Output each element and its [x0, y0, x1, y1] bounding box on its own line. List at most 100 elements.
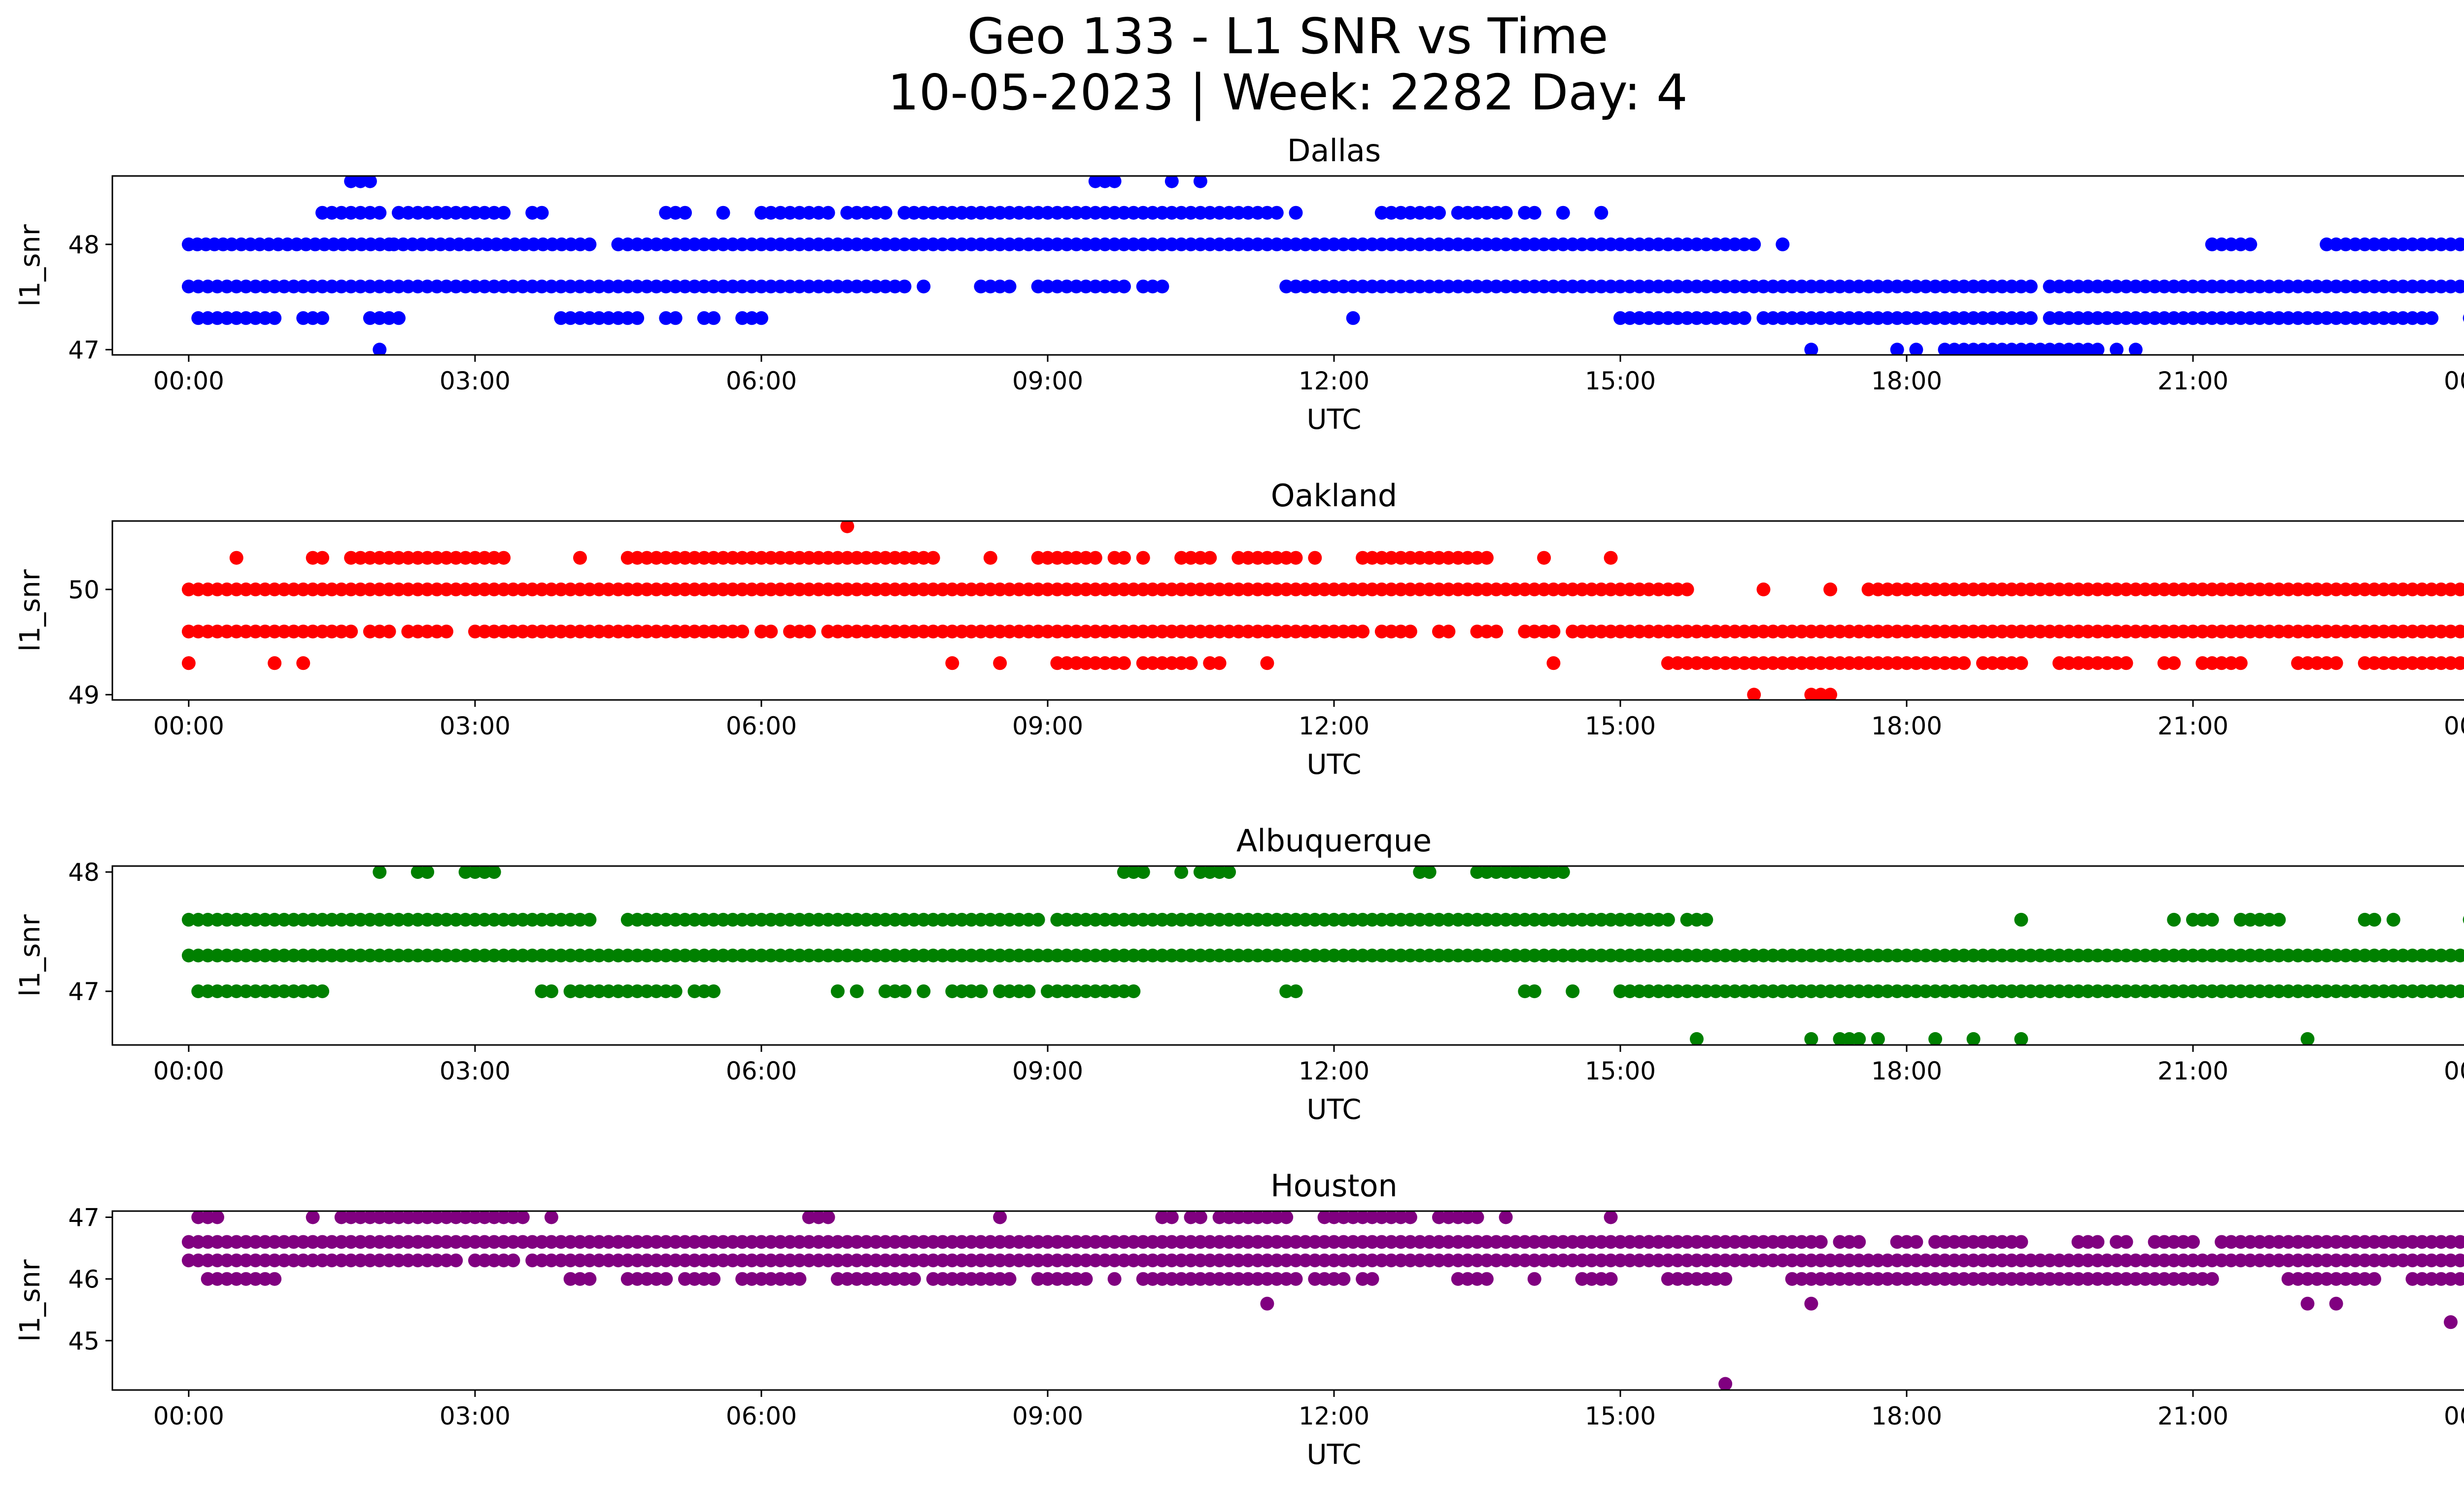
data-point	[2425, 237, 2439, 251]
data-point	[2444, 237, 2458, 251]
data-point	[1289, 1272, 1303, 1286]
data-point	[468, 582, 482, 596]
data-point	[1537, 625, 1551, 639]
data-point	[229, 1253, 243, 1268]
data-point	[2052, 1272, 2066, 1286]
data-point	[1356, 625, 1370, 639]
data-point	[2052, 582, 2066, 596]
data-point	[2463, 1256, 2464, 1264]
data-point	[602, 1235, 616, 1249]
data-point	[878, 582, 892, 596]
data-point	[2405, 237, 2420, 251]
data-point	[544, 948, 558, 963]
data-point	[392, 551, 406, 565]
data-point	[602, 311, 616, 325]
data-point	[1232, 582, 1246, 596]
data-point	[1690, 1253, 1704, 1268]
data-point	[850, 279, 864, 294]
data-point	[1174, 1253, 1189, 1268]
data-point	[2415, 311, 2429, 325]
data-point	[2405, 1235, 2420, 1249]
data-point	[926, 582, 940, 596]
data-point	[2320, 1253, 2334, 1268]
data-point	[1461, 237, 1475, 251]
data-point	[1527, 984, 1541, 999]
data-point	[1184, 582, 1198, 596]
data-point	[1107, 237, 1122, 251]
data-point	[373, 1235, 387, 1249]
data-point	[1317, 1235, 1332, 1249]
data-point	[2119, 984, 2133, 999]
data-point	[487, 582, 501, 596]
data-point	[573, 1272, 587, 1286]
data-point	[1451, 237, 1465, 251]
data-point	[1241, 625, 1255, 639]
data-point	[840, 237, 855, 251]
data-point	[754, 1272, 768, 1286]
data-point	[181, 948, 196, 963]
data-point	[1651, 912, 1666, 927]
data-point	[1079, 279, 1093, 294]
data-point	[1269, 551, 1284, 565]
data-point	[2081, 984, 2095, 999]
data-point	[2005, 656, 2019, 670]
data-point	[325, 582, 339, 596]
data-point	[506, 948, 520, 963]
data-point	[2348, 1272, 2362, 1286]
data-point	[725, 625, 740, 639]
data-point	[210, 311, 224, 325]
data-point	[1718, 237, 1733, 251]
data-point	[1871, 948, 1885, 963]
data-point	[1613, 311, 1627, 325]
data-point	[248, 1235, 263, 1249]
data-point	[487, 1235, 501, 1249]
data-point	[1136, 279, 1150, 294]
data-point	[1317, 237, 1332, 251]
data-point	[401, 551, 415, 565]
data-point	[1374, 948, 1389, 963]
data-point	[659, 237, 673, 251]
data-point	[1356, 1253, 1370, 1268]
data-point	[2329, 1235, 2343, 1249]
x-tick-label: 18:00	[1871, 712, 1942, 740]
data-point	[497, 1253, 511, 1268]
data-point	[210, 912, 224, 927]
data-point	[1728, 984, 1742, 999]
data-point	[306, 311, 320, 325]
data-point	[344, 1235, 358, 1249]
data-point	[735, 551, 750, 565]
data-point	[1346, 1253, 1360, 1268]
data-point	[1651, 625, 1666, 639]
data-point	[754, 279, 768, 294]
data-point	[1890, 1253, 1904, 1268]
data-point	[2415, 656, 2429, 670]
data-point	[1833, 984, 1847, 999]
data-point	[1985, 625, 2000, 639]
data-point	[783, 1253, 797, 1268]
data-point	[1184, 1272, 1198, 1286]
data-point	[2100, 625, 2114, 639]
data-point	[1909, 1253, 1923, 1268]
data-point	[1690, 625, 1704, 639]
data-point	[917, 912, 931, 927]
data-point	[1966, 1235, 1981, 1249]
data-point	[659, 311, 673, 325]
data-point	[1718, 1377, 1733, 1390]
data-point	[487, 625, 501, 639]
y-tick-label: 48	[68, 231, 100, 259]
data-point	[478, 279, 492, 294]
data-point	[1031, 625, 1045, 639]
data-point	[1098, 1235, 1112, 1249]
data-point	[1356, 1235, 1370, 1249]
data-point	[2224, 656, 2238, 670]
data-point	[306, 1235, 320, 1249]
data-point	[210, 948, 224, 963]
data-point	[373, 551, 387, 565]
data-point	[1718, 1235, 1733, 1249]
data-point	[668, 206, 683, 220]
data-point	[850, 582, 864, 596]
data-point	[1260, 948, 1274, 963]
data-point	[2195, 984, 2210, 999]
data-point	[687, 1272, 702, 1286]
data-point	[1852, 279, 1866, 294]
